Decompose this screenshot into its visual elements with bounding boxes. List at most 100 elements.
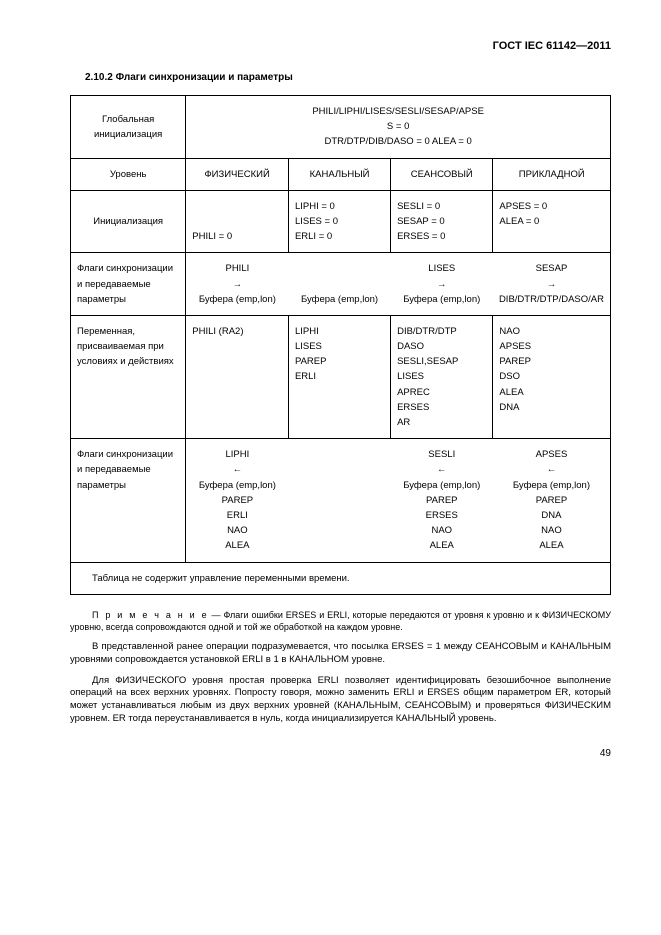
level-header: КАНАЛЬНЫЙ — [288, 158, 390, 190]
row-label: Инициализация — [71, 190, 186, 253]
text: PAREP — [397, 493, 487, 508]
text: APSES — [499, 447, 604, 462]
global-init-cell: PHILI/LIPHI/LISES/SESLI/SESAP/APSE S = 0… — [186, 96, 611, 159]
arrow-right-icon: → — [192, 277, 282, 292]
level-header: ПРИКЛАДНОЙ — [493, 158, 611, 190]
text: PAREP — [499, 354, 604, 369]
row-label: Глобальная инициализация — [71, 96, 186, 159]
row-label: Флаги синхронизации и передаваемые парам… — [71, 253, 186, 316]
text: Буфера (emp,lon) — [397, 292, 487, 307]
text: LISES = 0 — [295, 214, 384, 229]
text: PHILI — [192, 261, 282, 276]
cell: SESAP → DIB/DTR/DTP/DASO/AR — [493, 253, 611, 316]
text: LISES — [295, 339, 384, 354]
text: APREC — [397, 385, 486, 400]
note: П р и м е ч а н и е — Флаги ошибки ERSES… — [70, 609, 611, 633]
arrow-right-icon: → — [499, 277, 604, 292]
section-title: 2.10.2 Флаги синхронизации и параметры — [70, 72, 611, 83]
table-row: Глобальная инициализация PHILI/LIPHI/LIS… — [71, 96, 611, 159]
level-header: СЕАНСОВЫЙ — [391, 158, 493, 190]
text: PAREP — [192, 493, 282, 508]
cell: LIPHI = 0 LISES = 0 ERLI = 0 — [288, 190, 390, 253]
text: SESAP — [499, 261, 604, 276]
text: ALEA — [499, 538, 604, 553]
cell: PHILI (RA2) — [186, 315, 289, 438]
cell: LIPHI ← Буфера (emp,lon) PAREP ERLI NAO … — [186, 439, 289, 562]
text: LIPHI — [295, 324, 384, 339]
table-note: Таблица не содержит управление переменны… — [71, 562, 611, 594]
cell: NAO APSES PAREP DSO ALEA DNA — [493, 315, 611, 438]
text: DTR/DTP/DIB/DASO = 0 ALEA = 0 — [192, 134, 604, 149]
text: Буфера (emp,lon) — [294, 292, 384, 307]
text: SESLI,SESAP — [397, 354, 486, 369]
text: NAO — [397, 523, 487, 538]
table-row: Флаги синхронизации и передаваемые парам… — [71, 439, 611, 562]
table-row: Флаги синхронизации и передаваемые парам… — [71, 253, 611, 316]
text: APSES = 0 — [499, 199, 604, 214]
text: S = 0 — [192, 119, 604, 134]
text: ERSES — [397, 508, 487, 523]
text: NAO — [499, 523, 604, 538]
text: DIB/DTR/DTP — [397, 324, 486, 339]
text: NAO — [192, 523, 282, 538]
cell: PHILI → Буфера (emp,lon) — [186, 253, 289, 316]
cell: PHILI = 0 — [186, 190, 289, 253]
text: SESLI — [397, 447, 487, 462]
arrow-left-icon: ← — [499, 462, 604, 477]
row-label: Переменная, присваиваемая при условиях и… — [71, 315, 186, 438]
sync-flags-table: Глобальная инициализация PHILI/LIPHI/LIS… — [70, 95, 611, 595]
text: LIPHI = 0 — [295, 199, 384, 214]
text: ERLI = 0 — [295, 229, 384, 244]
text: NAO — [499, 324, 604, 339]
text: PHILI/LIPHI/LISES/SESLI/SESAP/APSE — [192, 104, 604, 119]
text: Таблица не содержит управление переменны… — [77, 573, 350, 584]
text: DASO — [397, 339, 486, 354]
cell: DIB/DTR/DTP DASO SESLI,SESAP LISES APREC… — [391, 315, 493, 438]
cell: LISES → Буфера (emp,lon) — [391, 253, 493, 316]
text: Буфера (emp,lon) — [192, 292, 282, 307]
row-label: Флаги синхронизации и передаваемые парам… — [71, 439, 186, 562]
text: LISES — [397, 369, 486, 384]
text: AR — [397, 415, 486, 430]
text: ALEA — [397, 538, 487, 553]
text: Буфера (emp,lon) — [499, 478, 604, 493]
text: PAREP — [295, 354, 384, 369]
cell: SESLI ← Буфера (emp,lon) PAREP ERSES NAO… — [391, 439, 493, 562]
text: Буфера (emp,lon) — [397, 478, 487, 493]
cell: SESLI = 0 SESAP = 0 ERSES = 0 — [391, 190, 493, 253]
text: ALEA = 0 — [499, 214, 604, 229]
table-row: Переменная, присваиваемая при условиях и… — [71, 315, 611, 438]
text: Буфера (emp,lon) — [192, 478, 282, 493]
text: ALEA — [499, 385, 604, 400]
cell: Буфера (emp,lon) — [288, 253, 390, 316]
note-label: П р и м е ч а н и е — [92, 610, 209, 620]
table-row: Инициализация PHILI = 0 LIPHI = 0 LISES … — [71, 190, 611, 253]
arrow-left-icon: ← — [192, 462, 282, 477]
text: DSO — [499, 369, 604, 384]
arrow-right-icon: → — [397, 277, 487, 292]
cell: LIPHI LISES PAREP ERLI — [288, 315, 390, 438]
text: ERSES = 0 — [397, 229, 486, 244]
text: SESAP = 0 — [397, 214, 486, 229]
text: DIB/DTR/DTP/DASO/AR — [499, 292, 604, 307]
paragraph: Для ФИЗИЧЕСКОГО уровня простая проверка … — [70, 675, 611, 726]
text: APSES — [499, 339, 604, 354]
table-row: Таблица не содержит управление переменны… — [71, 562, 611, 594]
document-header: ГОСТ IEC 61142—2011 — [70, 40, 611, 52]
text: ALEA — [192, 538, 282, 553]
level-header: ФИЗИЧЕСКИЙ — [186, 158, 289, 190]
text: PHILI = 0 — [192, 229, 282, 244]
text: ERLI — [295, 369, 384, 384]
table-row: Уровень ФИЗИЧЕСКИЙ КАНАЛЬНЫЙ СЕАНСОВЫЙ П… — [71, 158, 611, 190]
text: LISES — [397, 261, 487, 276]
page-number: 49 — [70, 748, 611, 759]
text: DNA — [499, 400, 604, 415]
text: ERSES — [397, 400, 486, 415]
text: PAREP — [499, 493, 604, 508]
cell: APSES = 0 ALEA = 0 — [493, 190, 611, 253]
paragraph: В представленной ранее операции подразум… — [70, 641, 611, 667]
cell — [288, 439, 390, 562]
text: ERLI — [192, 508, 282, 523]
text: LIPHI — [192, 447, 282, 462]
cell: APSES ← Буфера (emp,lon) PAREP DNA NAO A… — [493, 439, 611, 562]
